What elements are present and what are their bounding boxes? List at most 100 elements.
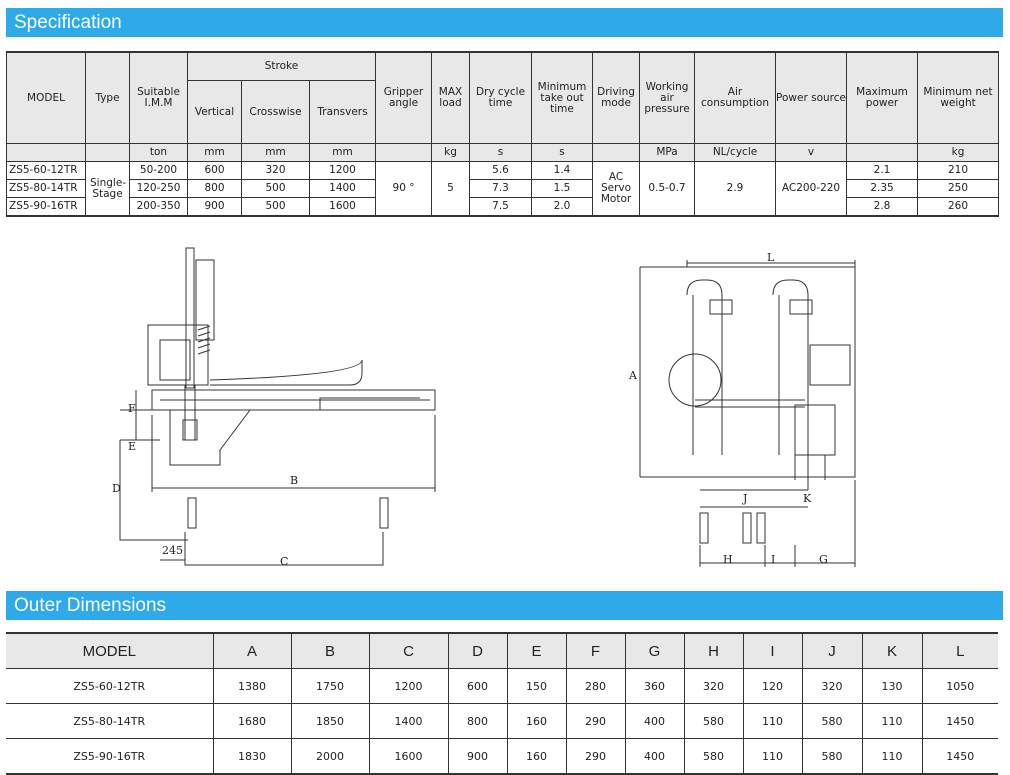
dim-k: 110 bbox=[861, 738, 923, 775]
dim-f: 290 bbox=[565, 738, 626, 775]
header-k: K bbox=[861, 632, 923, 669]
model: ZS5-80-14TR bbox=[6, 179, 86, 198]
header-min-takeout: Minimum take out time bbox=[531, 51, 594, 144]
table-row: ZS5-80-14TR 1680 1850 1400 800 160 290 400 580 11… bbox=[6, 703, 998, 739]
dim-j: 320 bbox=[801, 668, 863, 704]
dim-a: 1380 bbox=[212, 668, 292, 704]
unit bbox=[6, 143, 86, 162]
unit bbox=[85, 143, 130, 162]
dry-cycle: 5.6 bbox=[469, 161, 533, 180]
net-weight: 250 bbox=[917, 179, 1000, 198]
imm: 120-250 bbox=[129, 179, 188, 198]
imm: 200-350 bbox=[129, 197, 188, 217]
dim-f: 290 bbox=[565, 703, 626, 739]
header-model: MODEL bbox=[6, 51, 86, 144]
air-pressure: 0.5-0.7 bbox=[639, 161, 696, 217]
vertical: 600 bbox=[187, 161, 242, 180]
header-net-weight: Minimum net weight bbox=[917, 51, 1000, 144]
max-power: 2.1 bbox=[846, 161, 919, 180]
dim-label-j: J bbox=[742, 492, 747, 505]
model: ZS5-90-16TR bbox=[6, 738, 214, 775]
dim-label-f: F bbox=[128, 402, 136, 415]
unit: s bbox=[531, 143, 594, 162]
dim-h: 320 bbox=[683, 668, 744, 704]
dim-c: 1400 bbox=[368, 703, 449, 739]
unit: mm bbox=[241, 143, 310, 162]
unit: ton bbox=[129, 143, 188, 162]
gripper: 90 ° bbox=[375, 161, 433, 217]
outer-dimensions-table: MODEL A B C D E F G H I J K L ZS5-60-12TR 1380 1750 120… bbox=[6, 632, 998, 775]
unit: mm bbox=[308, 143, 377, 162]
dim-g: 360 bbox=[624, 668, 685, 704]
dim-l: 1050 bbox=[921, 668, 998, 704]
dim-label-e: E bbox=[128, 440, 136, 453]
header-vertical: Vertical bbox=[187, 80, 242, 144]
header-stroke: Stroke bbox=[186, 51, 377, 81]
dim-f: 280 bbox=[565, 668, 626, 704]
unit: kg bbox=[917, 143, 1000, 162]
crosswise: 320 bbox=[241, 161, 310, 180]
table-row: ZS5-60-12TR 1380 1750 1200 600 150 280 360 320 12… bbox=[6, 668, 998, 704]
dim-g: 400 bbox=[624, 738, 685, 775]
side-view-drawing: B C D E F 245 bbox=[112, 247, 436, 568]
header-air-consumption: Air consumption bbox=[694, 51, 777, 144]
type: Single-Stage bbox=[85, 161, 130, 217]
dim-h: 580 bbox=[683, 738, 744, 775]
header-imm: Suitable I.M.M bbox=[129, 51, 188, 144]
min-takeout: 2.0 bbox=[531, 197, 594, 217]
header-crosswise: Crosswise bbox=[241, 80, 310, 144]
header-power-source: Power source bbox=[775, 51, 848, 144]
unit bbox=[846, 143, 919, 162]
unit: kg bbox=[431, 143, 471, 162]
dim-label-245: 245 bbox=[162, 544, 183, 557]
dry-cycle: 7.3 bbox=[469, 179, 533, 198]
transvers: 1600 bbox=[308, 197, 377, 217]
header-b: B bbox=[290, 632, 370, 669]
dim-label-b: B bbox=[290, 474, 298, 487]
driving: AC Servo Motor bbox=[592, 161, 641, 217]
dim-a: 1680 bbox=[212, 703, 292, 739]
dim-i: 110 bbox=[742, 703, 803, 739]
dim-label-c: C bbox=[280, 555, 288, 568]
min-takeout: 1.4 bbox=[531, 161, 594, 180]
dim-k: 130 bbox=[861, 668, 923, 704]
dim-b: 2000 bbox=[290, 738, 370, 775]
air-consumption: 2.9 bbox=[694, 161, 777, 217]
dim-d: 800 bbox=[447, 703, 508, 739]
min-takeout: 1.5 bbox=[531, 179, 594, 198]
section-header-outer-dimensions: Outer Dimensions bbox=[6, 591, 1003, 620]
dim-i: 120 bbox=[742, 668, 803, 704]
header-air-pressure: Working air pressure bbox=[639, 51, 696, 144]
table-row: ZS5-60-12TR Single-Stage 50-200 600 320 … bbox=[6, 161, 1000, 217]
crosswise: 500 bbox=[241, 197, 310, 217]
dim-label-d: D bbox=[112, 482, 121, 495]
header-a: A bbox=[212, 632, 292, 669]
header-c: C bbox=[368, 632, 449, 669]
dry-cycle: 7.5 bbox=[469, 197, 533, 217]
dim-j: 580 bbox=[801, 703, 863, 739]
dim-c: 1200 bbox=[368, 668, 449, 704]
table-row: ZS5-90-16TR 200-350 900 500 1600 7.5 2.0… bbox=[6, 197, 1000, 217]
transvers: 1200 bbox=[308, 161, 377, 180]
dim-l: 1450 bbox=[921, 703, 998, 739]
model: ZS5-90-16TR bbox=[6, 197, 86, 217]
dim-d: 600 bbox=[447, 668, 508, 704]
unit bbox=[592, 143, 641, 162]
table-row: ZS5-90-16TR 1830 2000 1600 900 160 290 400 580 11… bbox=[6, 738, 998, 775]
unit: mm bbox=[187, 143, 242, 162]
dim-h: 580 bbox=[683, 703, 744, 739]
imm: 50-200 bbox=[129, 161, 188, 180]
dim-g: 400 bbox=[624, 703, 685, 739]
dim-b: 1750 bbox=[290, 668, 370, 704]
unit: MPa bbox=[639, 143, 696, 162]
front-view-drawing: L A J K H I G bbox=[628, 251, 856, 567]
max-load: 5 bbox=[431, 161, 471, 217]
dim-label-h: H bbox=[723, 553, 733, 566]
dim-l: 1450 bbox=[921, 738, 998, 775]
transvers: 1400 bbox=[308, 179, 377, 198]
header-d: D bbox=[447, 632, 508, 669]
dim-label-k: K bbox=[803, 492, 812, 505]
unit: NL/cycle bbox=[694, 143, 777, 162]
max-power: 2.35 bbox=[846, 179, 919, 198]
model: ZS5-60-12TR bbox=[6, 668, 214, 704]
